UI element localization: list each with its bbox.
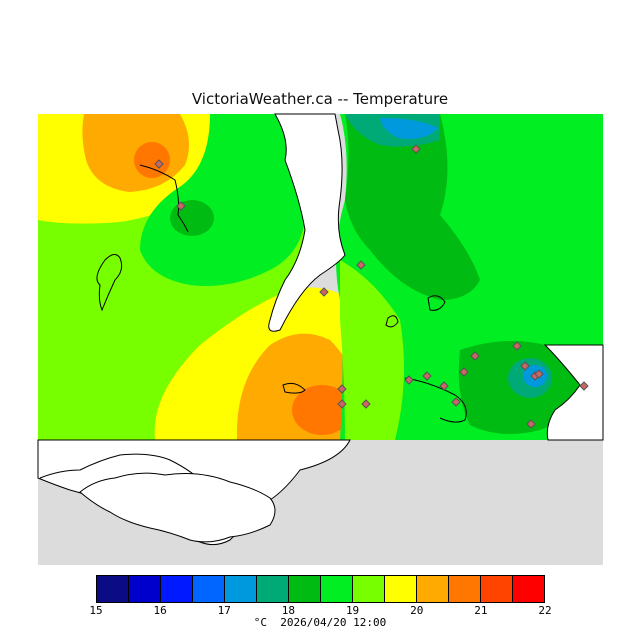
legend-ticks: 15 16 17 18 19 20 21 22 bbox=[89, 604, 551, 618]
temperature-map bbox=[37, 113, 604, 565]
legend-tick-label: 15 bbox=[89, 604, 103, 617]
station-marker bbox=[451, 397, 461, 407]
coastlines bbox=[39, 164, 467, 481]
legend-swatch bbox=[97, 576, 129, 602]
map-title: VictoriaWeather.ca -- Temperature bbox=[191, 90, 449, 108]
station-marker bbox=[422, 371, 432, 381]
station-markers bbox=[154, 144, 589, 429]
legend-swatch bbox=[129, 576, 161, 602]
legend-tick-label: 18 bbox=[281, 604, 296, 617]
station-marker bbox=[512, 341, 522, 351]
station-marker bbox=[361, 399, 371, 409]
legend-swatch bbox=[481, 576, 513, 602]
legend-swatch bbox=[225, 576, 257, 602]
legend-tick-label: 16 bbox=[153, 604, 167, 617]
station-marker bbox=[411, 144, 421, 154]
legend-swatch bbox=[161, 576, 193, 602]
station-marker bbox=[337, 399, 347, 409]
legend-swatch bbox=[417, 576, 449, 602]
legend-tick-label: 20 bbox=[410, 604, 424, 617]
legend-swatch bbox=[289, 576, 321, 602]
contour-field-east bbox=[336, 114, 603, 440]
station-marker bbox=[520, 361, 530, 371]
legend-swatch bbox=[321, 576, 353, 602]
station-marker bbox=[337, 384, 347, 394]
legend-swatch bbox=[449, 576, 481, 602]
contour-field-west bbox=[38, 114, 381, 440]
legend-tick-label: 21 bbox=[474, 604, 488, 617]
station-marker bbox=[176, 201, 186, 211]
legend-swatch bbox=[257, 576, 289, 602]
station-marker bbox=[439, 381, 449, 391]
station-marker bbox=[319, 287, 329, 297]
station-marker bbox=[534, 369, 544, 379]
station-marker bbox=[579, 381, 589, 391]
legend-bar bbox=[96, 575, 545, 603]
legend-tick-label: 19 bbox=[345, 604, 360, 617]
timestamp-label: 2026/04/20 12:00 bbox=[280, 616, 387, 629]
unit-label: °C bbox=[253, 616, 268, 629]
color-legend bbox=[96, 575, 545, 603]
station-marker bbox=[404, 375, 414, 385]
legend-tick-label: 22 bbox=[538, 604, 552, 617]
station-marker bbox=[356, 260, 366, 270]
station-marker bbox=[526, 419, 536, 429]
legend-swatch bbox=[513, 576, 544, 602]
south-landmass bbox=[79, 472, 276, 543]
legend-swatch bbox=[385, 576, 417, 602]
station-marker bbox=[459, 367, 469, 377]
legend-swatch bbox=[353, 576, 385, 602]
station-marker bbox=[470, 351, 480, 361]
legend-tick-label: 17 bbox=[217, 604, 231, 617]
legend-swatch bbox=[193, 576, 225, 602]
legend-caption: °C 2026/04/20 12:00 bbox=[0, 616, 640, 629]
station-marker bbox=[154, 159, 164, 169]
